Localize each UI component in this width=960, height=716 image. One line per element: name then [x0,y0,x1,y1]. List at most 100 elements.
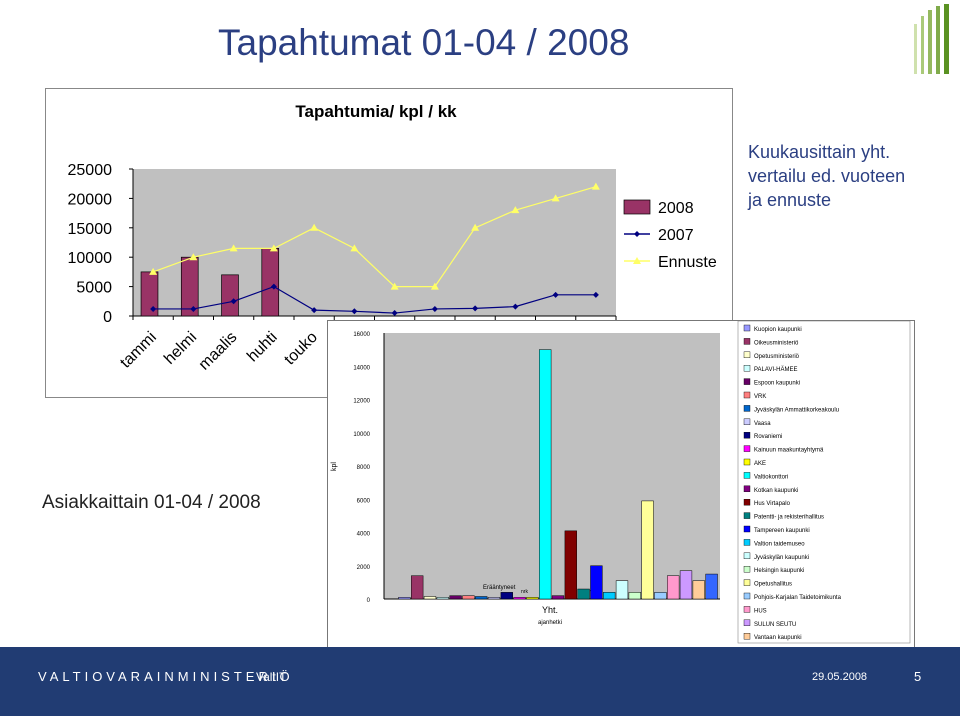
y-tick-label: 10000 [68,250,113,267]
y-tick-label: 5000 [76,280,112,297]
series-line-ennuste [152,186,597,288]
legend-label: Pohjois-Karjalan Taidetoimikunta [754,595,842,601]
point-2007 [391,310,398,317]
legend-label: SULUN SEUTU [754,622,796,628]
side-description: Kuukausittain yht. vertailu ed. vuoteen … [748,140,958,212]
customer-bar [564,530,577,600]
customer-bar [411,575,424,600]
customer-events-chart-svg: 0 2000 4000 6000 8000 10000 12000 14000 16000 kpl… [331,320,911,644]
point-2007 [351,308,358,315]
legend-label: Hus Virtapalo [754,501,791,507]
y-tick-label: 0 [103,309,112,326]
legend-label: Oikeusministeriö [754,340,799,346]
point-2007 [190,305,197,312]
customer-bar [475,596,488,600]
point-2007 [311,307,318,314]
point-ennuste [471,223,480,231]
decorative-bars-graphic [914,4,949,74]
point-ennuste [149,267,158,275]
point-2007 [270,283,277,290]
x-axis-category: Yht. [542,605,558,615]
bar-2008 [221,274,239,317]
customer-bar [705,573,718,600]
customer-bar [679,570,693,600]
point-2007 [552,291,559,298]
y-tick-label: 10000 [353,432,370,438]
legend-swatch [743,431,751,439]
customer-bar [603,592,616,600]
customer-bar [577,588,590,600]
point-ennuste [229,244,238,252]
customer-bar [449,595,462,600]
y-tick-label: 15000 [68,221,113,238]
y-tick-label: 0 [367,598,371,604]
customer-bar [590,565,603,600]
customer-bar [513,597,526,600]
point-ennuste [390,282,399,290]
legend-label: Opetushallitus [754,582,792,588]
legend-label: Valtion taidemuseo [754,541,805,547]
bar-2008 [261,248,280,317]
side-text-line-1: Kuukausittain yht. [748,142,891,162]
legend-swatch [743,633,751,640]
y-tick-label: 20000 [68,191,113,208]
customer-bar [641,500,654,600]
legend-label: Tampereen kaupunki [754,528,810,534]
point-ennuste [310,223,319,231]
customer-events-chart: 0 2000 4000 6000 8000 10000 12000 14000 16000 kpl… [327,320,915,648]
customer-bar [436,597,449,600]
side-text-line-3: ja ennuste [748,190,832,210]
y-tick-label: 6000 [357,498,371,504]
legend-label: HUS [754,608,767,614]
legend-label: 2008 [658,200,694,217]
x-tick-label: huhti [244,329,281,366]
x-tick-label: touko [281,329,321,369]
customer-chart-title: Asiakkaittain 01-04 / 2008 [42,492,261,513]
customer-bar [462,595,475,600]
footer-bar: VALTIOVARAINMINISTERIÖ ValtIT 29.05.2008… [0,647,960,716]
legend-label: Kotkan kaupunki [754,488,798,494]
customer-bar [487,597,501,600]
legend-label: Jyväskylän kaupunki [754,555,809,561]
legend-label: 2007 [658,227,694,244]
legend-label: Vaasa [754,421,771,427]
legend-label: AKE [754,461,766,467]
legend-swatch [743,565,751,573]
legend-label: Vantaan kaupunki [754,635,802,641]
legend-swatch [743,579,751,586]
legend-swatch [743,365,751,372]
legend-box [737,320,911,644]
chart-title: Tapahtumia/ kpl / kk [295,102,457,121]
legend-marker-2007 [634,231,640,237]
plot-area [384,333,720,599]
legend-label: Kuopion kaupunki [754,327,802,333]
legend-swatch-2008 [623,199,651,215]
monthly-events-chart-svg: Tapahtumia/ kpl / kk 0 5000 10000 15000 20000… [68,102,717,374]
small-series-label: nrk [521,589,528,595]
legend-marker-ennuste [633,257,641,264]
customer-bar [526,597,539,600]
legend-swatch [743,445,751,452]
point-ennuste [511,206,520,214]
legend-swatch [743,592,751,600]
legend-swatch [743,525,751,533]
legend-swatch [743,619,751,626]
page-number: 5 [914,669,922,684]
legend-swatch [743,405,751,412]
legend-swatch [743,552,751,560]
customer-bar [551,595,565,600]
legend-swatch [743,472,751,479]
point-ennuste [430,282,439,290]
legend-label: VRK [754,394,766,400]
legend-swatch [743,458,751,466]
point-2007 [230,298,237,305]
legend-swatch [743,539,751,546]
customer-bar [500,592,513,600]
point-2007 [472,305,479,312]
legend-label: Valtiokonttori [754,474,788,480]
legend-swatch [743,418,751,426]
customer-bar [539,349,552,600]
y-tick-label: 2000 [357,565,371,571]
x-tick-label: helmi [161,329,200,368]
y-axis-label: kpl [331,462,338,471]
